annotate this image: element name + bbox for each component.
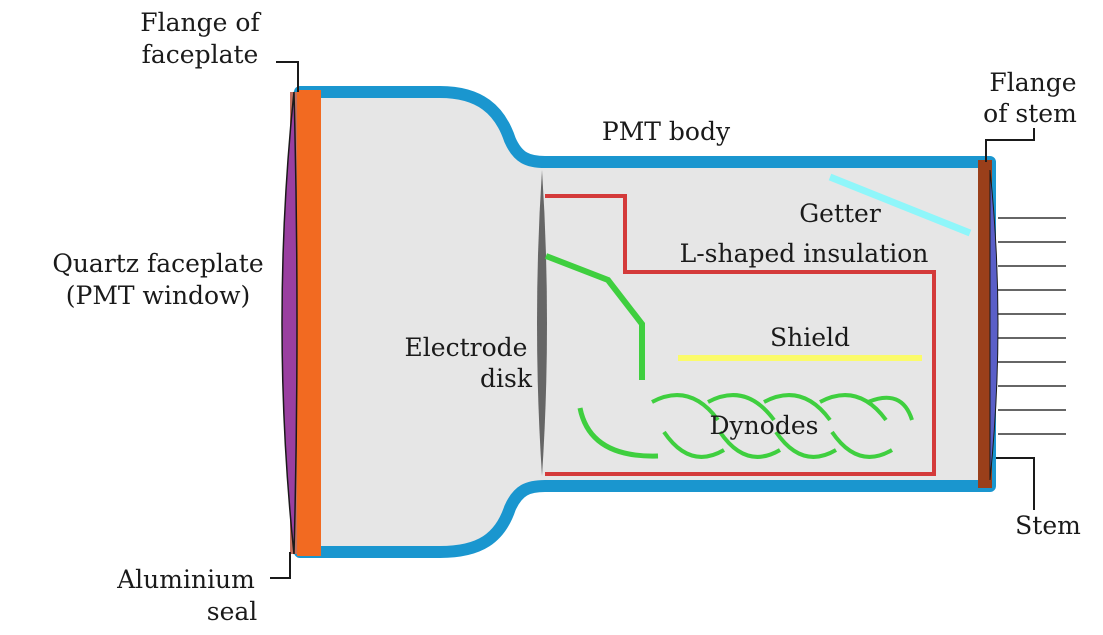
label-quartz-faceplate: Quartz faceplate	[52, 249, 263, 278]
label-flange-of-stem: Flange	[989, 68, 1076, 97]
focusing-electrode	[544, 253, 645, 380]
label-flange-of-stem-line2: of stem	[983, 99, 1077, 128]
flange-of-stem	[978, 160, 992, 488]
dynode	[830, 430, 894, 459]
label-shield: Shield	[770, 323, 850, 352]
dynode-first	[577, 407, 659, 459]
leader-aluminium-seal	[270, 552, 291, 579]
dynode	[763, 393, 832, 422]
stem-pins	[998, 217, 1066, 435]
dynode	[819, 393, 888, 422]
label-pmt-body: PMT body	[602, 117, 731, 146]
label-electrode-disk-line2: disk	[480, 364, 533, 393]
dynode	[651, 393, 720, 422]
label-l-shaped-insulation: L-shaped insulation	[680, 239, 929, 268]
dynodes	[577, 393, 914, 459]
dynode	[662, 430, 726, 459]
label-aluminium-seal-line2: seal	[207, 597, 258, 626]
label-flange-of-faceplate: Flange of	[140, 8, 261, 37]
label-dynodes: Dynodes	[710, 411, 819, 440]
quartz-faceplate	[281, 91, 298, 555]
stem	[989, 169, 999, 481]
dynode	[707, 393, 776, 422]
label-aluminium-seal: Aluminium	[116, 565, 255, 594]
flange-of-faceplate	[297, 90, 321, 556]
label-stem: Stem	[1015, 511, 1081, 540]
l-shaped-insulation	[545, 194, 936, 476]
getter	[828, 173, 972, 237]
label-flange-of-faceplate-line2: faceplate	[142, 40, 259, 69]
leader-flange-faceplate	[276, 61, 299, 92]
leader-flange-stem	[985, 128, 1035, 162]
dynode	[718, 430, 782, 459]
label-electrode-disk: Electrode	[405, 333, 528, 362]
pmt-body	[294, 86, 996, 558]
label-quartz-faceplate-line2: (PMT window)	[66, 281, 251, 310]
dynode	[867, 395, 914, 421]
label-getter: Getter	[799, 199, 881, 228]
electrode-disk	[537, 170, 547, 476]
leader-stem	[996, 457, 1035, 510]
dynode	[774, 430, 838, 459]
